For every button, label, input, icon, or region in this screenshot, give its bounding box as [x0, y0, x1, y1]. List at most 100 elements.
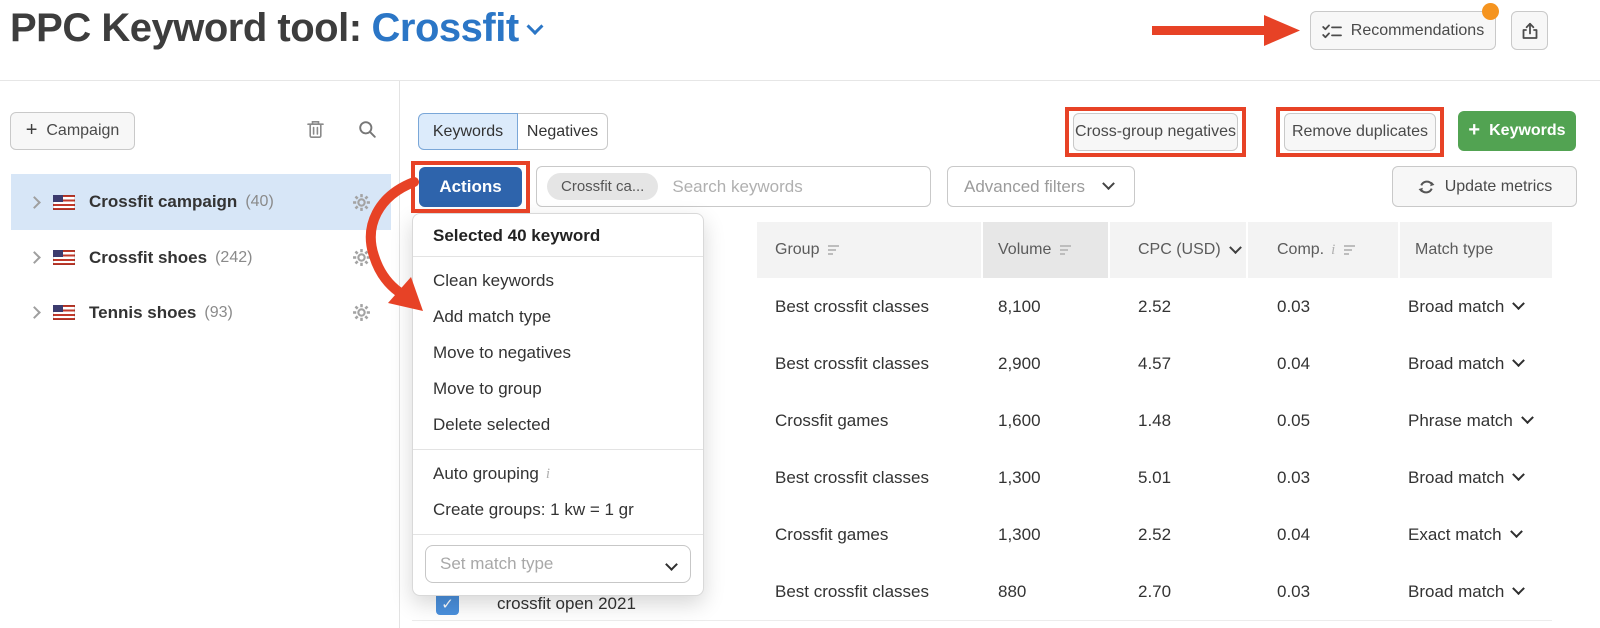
actions-button[interactable]: Actions: [419, 167, 522, 207]
volume-cell: 2,900: [998, 353, 1041, 373]
match-type-dropdown[interactable]: Broad match: [1400, 449, 1552, 506]
expand-chevron-icon[interactable]: [28, 251, 41, 264]
us-flag-icon: [53, 250, 75, 265]
match-type-dropdown[interactable]: Exact match: [1400, 506, 1552, 563]
sidebar-item-crossfit-campaign[interactable]: Crossfit campaign (40): [11, 174, 391, 230]
sort-icon[interactable]: [1060, 245, 1072, 255]
tab-keywords-label: Keywords: [432, 122, 504, 140]
cpc-cell: 2.52: [1138, 524, 1172, 544]
row-checkbox[interactable]: ✓: [436, 592, 459, 615]
annotation-box-actions: [411, 161, 530, 213]
volume-cell: 880: [998, 581, 1027, 601]
menu-item-move-to-negatives[interactable]: Move to negatives: [433, 343, 571, 362]
comp-cell: 0.04: [1277, 353, 1311, 373]
column-header-label: Comp.: [1277, 241, 1325, 258]
menu-item-delete-selected[interactable]: Delete selected: [433, 415, 551, 434]
keyword-cell: crossfit open 2021: [497, 593, 636, 613]
panel-divider: [399, 81, 400, 628]
group-cell: Best crossfit classes: [775, 467, 929, 487]
match-type-dropdown[interactable]: Broad match: [1400, 335, 1552, 392]
search-campaign-button[interactable]: [358, 120, 377, 139]
menu-item-auto-grouping[interactable]: Auto grouping i: [413, 456, 703, 492]
refresh-icon: [1418, 180, 1435, 193]
chevron-down-icon[interactable]: [526, 18, 544, 35]
match-type-dropdown[interactable]: Broad match: [1400, 278, 1552, 335]
group-cell: Best crossfit classes: [775, 581, 929, 601]
comp-cell: 0.03: [1277, 296, 1311, 316]
cpc-cell: 1.48: [1138, 410, 1172, 430]
match-type-label: Broad match: [1408, 296, 1505, 316]
menu-item-create-groups[interactable]: Create groups: 1 kw = 1 gr: [433, 500, 634, 519]
add-campaign-label: Campaign: [46, 122, 120, 139]
column-header-volume[interactable]: Volume: [983, 222, 1108, 278]
us-flag-icon: [53, 194, 75, 210]
group-cell: Crossfit games: [775, 410, 889, 430]
match-type-dropdown[interactable]: Broad match: [1400, 563, 1552, 620]
tab-negatives[interactable]: Negatives: [518, 113, 608, 150]
trash-icon: [307, 121, 324, 138]
set-match-type-placeholder: Set match type: [440, 554, 554, 573]
expand-chevron-icon[interactable]: [28, 306, 41, 319]
campaign-count: (40): [245, 193, 274, 210]
menu-item-clean-keywords[interactable]: Clean keywords: [433, 271, 554, 290]
info-icon: i: [1331, 241, 1336, 258]
keywords-negatives-tabs: Keywords Negatives: [418, 113, 608, 150]
gear-icon[interactable]: [352, 303, 371, 322]
gear-icon[interactable]: [352, 248, 371, 267]
search-keywords-input[interactable]: [670, 175, 920, 198]
sort-desc-chevron-icon[interactable]: [1228, 240, 1242, 254]
campaign-count: (242): [215, 248, 253, 266]
advanced-filters-button[interactable]: Advanced filters: [947, 166, 1135, 207]
set-match-type-select[interactable]: Set match type: [425, 545, 691, 583]
cross-group-negatives-button[interactable]: Cross-group negatives: [1073, 113, 1238, 151]
export-button[interactable]: [1511, 11, 1548, 50]
match-type-label: Phrase match: [1408, 410, 1513, 430]
cpc-cell: 2.52: [1138, 296, 1172, 316]
sidebar-item-crossfit-shoes[interactable]: Crossfit shoes (242): [11, 230, 391, 285]
match-type-label: Exact match: [1408, 524, 1502, 544]
column-header-label: Group: [775, 241, 820, 258]
column-header-cpc[interactable]: CPC (USD): [1110, 222, 1246, 278]
header-divider: [0, 80, 1600, 81]
selected-count-header: Selected 40 keyword: [433, 226, 601, 245]
chevron-down-icon: [1512, 354, 1526, 368]
remove-duplicates-label: Remove duplicates: [1291, 123, 1429, 140]
menu-item-move-to-group[interactable]: Move to group: [433, 379, 542, 398]
export-icon: [1522, 22, 1537, 39]
update-metrics-button[interactable]: Update metrics: [1392, 166, 1577, 207]
chevron-down-icon: [1509, 525, 1523, 539]
menu-item-add-match-type[interactable]: Add match type: [433, 307, 552, 326]
volume-cell: 8,100: [998, 296, 1041, 316]
project-name-dropdown[interactable]: Crossfit: [371, 6, 520, 50]
add-keywords-label: Keywords: [1489, 122, 1566, 139]
match-type-dropdown[interactable]: Phrase match: [1400, 392, 1552, 449]
tab-keywords[interactable]: Keywords: [418, 113, 518, 150]
gear-icon[interactable]: [352, 193, 371, 212]
volume-cell: 1,600: [998, 410, 1041, 430]
sidebar-item-tennis-shoes[interactable]: Tennis shoes (93): [11, 285, 391, 340]
sort-icon[interactable]: [1344, 245, 1356, 255]
column-header-match-type: Match type: [1400, 222, 1552, 278]
delete-campaign-button[interactable]: [306, 119, 325, 140]
filter-chip[interactable]: Crossfit ca...: [547, 173, 659, 200]
recommendations-button[interactable]: Recommendations: [1310, 11, 1496, 50]
chevron-down-icon: [1512, 582, 1526, 596]
add-campaign-button[interactable]: + Campaign: [10, 112, 135, 150]
add-keywords-button[interactable]: + Keywords: [1458, 111, 1576, 151]
plus-icon: +: [1468, 118, 1481, 141]
remove-duplicates-button[interactable]: Remove duplicates: [1284, 113, 1436, 151]
checklist-icon: [1322, 24, 1342, 38]
volume-cell: 1,300: [998, 467, 1041, 487]
column-header-label: Volume: [998, 241, 1052, 258]
column-header-group[interactable]: Group: [757, 222, 981, 278]
comp-cell: 0.04: [1277, 524, 1311, 544]
annotation-box-cross-group-negatives: [1065, 107, 1246, 157]
comp-cell: 0.03: [1277, 467, 1311, 487]
recommendations-label: Recommendations: [1350, 21, 1485, 39]
group-cell: Best crossfit classes: [775, 296, 929, 316]
keyword-search-box[interactable]: Crossfit ca...: [536, 166, 931, 207]
sort-icon[interactable]: [828, 245, 840, 255]
column-header-comp[interactable]: Comp. i: [1248, 222, 1398, 278]
group-cell: Crossfit games: [775, 524, 889, 544]
expand-chevron-icon[interactable]: [28, 195, 41, 209]
